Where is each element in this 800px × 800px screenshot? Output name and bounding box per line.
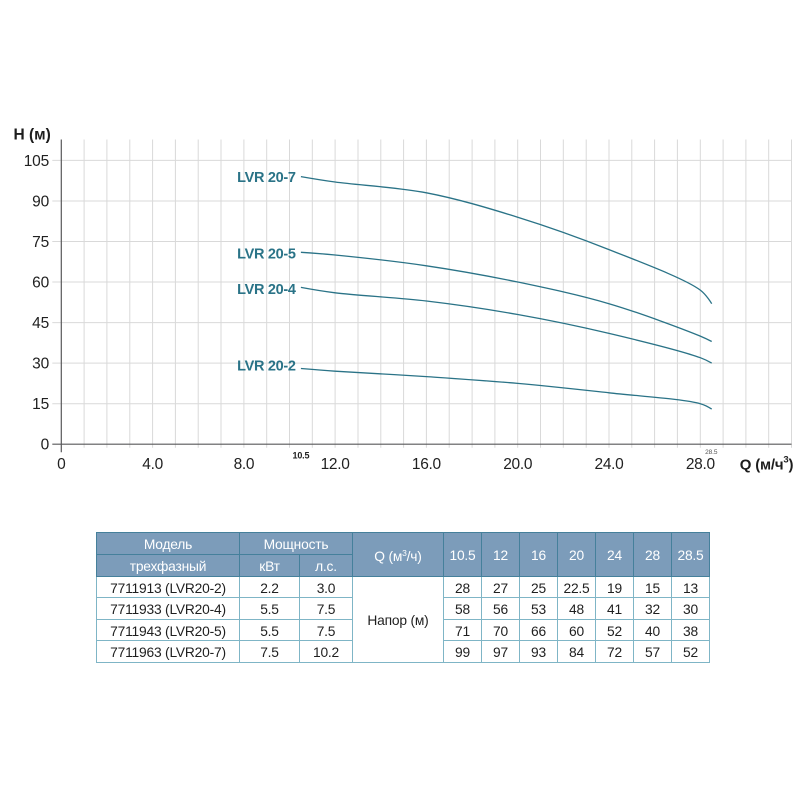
svg-text:4.0: 4.0 [142, 456, 163, 473]
svg-text:LVR 20-5: LVR 20-5 [237, 246, 296, 262]
svg-text:H (м): H (м) [14, 127, 51, 144]
svg-text:24.0: 24.0 [595, 456, 625, 473]
svg-text:105: 105 [24, 153, 49, 170]
svg-text:Q (м/ч3): Q (м/ч3) [740, 455, 794, 474]
svg-text:20.0: 20.0 [503, 456, 533, 473]
svg-text:12.0: 12.0 [321, 456, 351, 473]
svg-text:75: 75 [32, 234, 49, 251]
svg-text:90: 90 [32, 193, 49, 210]
svg-text:LVR 20-2: LVR 20-2 [237, 359, 296, 375]
svg-text:60: 60 [32, 274, 49, 291]
svg-text:10.5: 10.5 [293, 450, 310, 460]
svg-text:LVR 20-4: LVR 20-4 [237, 282, 296, 298]
svg-text:LVR 20-7: LVR 20-7 [237, 170, 296, 186]
svg-text:16.0: 16.0 [412, 456, 442, 473]
svg-text:8.0: 8.0 [234, 456, 255, 473]
svg-text:28.5: 28.5 [705, 449, 718, 456]
svg-text:0: 0 [57, 456, 66, 473]
svg-text:28.0: 28.0 [686, 456, 716, 473]
svg-text:0: 0 [41, 437, 50, 454]
svg-text:45: 45 [32, 315, 49, 332]
svg-text:30: 30 [32, 356, 49, 373]
svg-text:15: 15 [32, 396, 49, 413]
